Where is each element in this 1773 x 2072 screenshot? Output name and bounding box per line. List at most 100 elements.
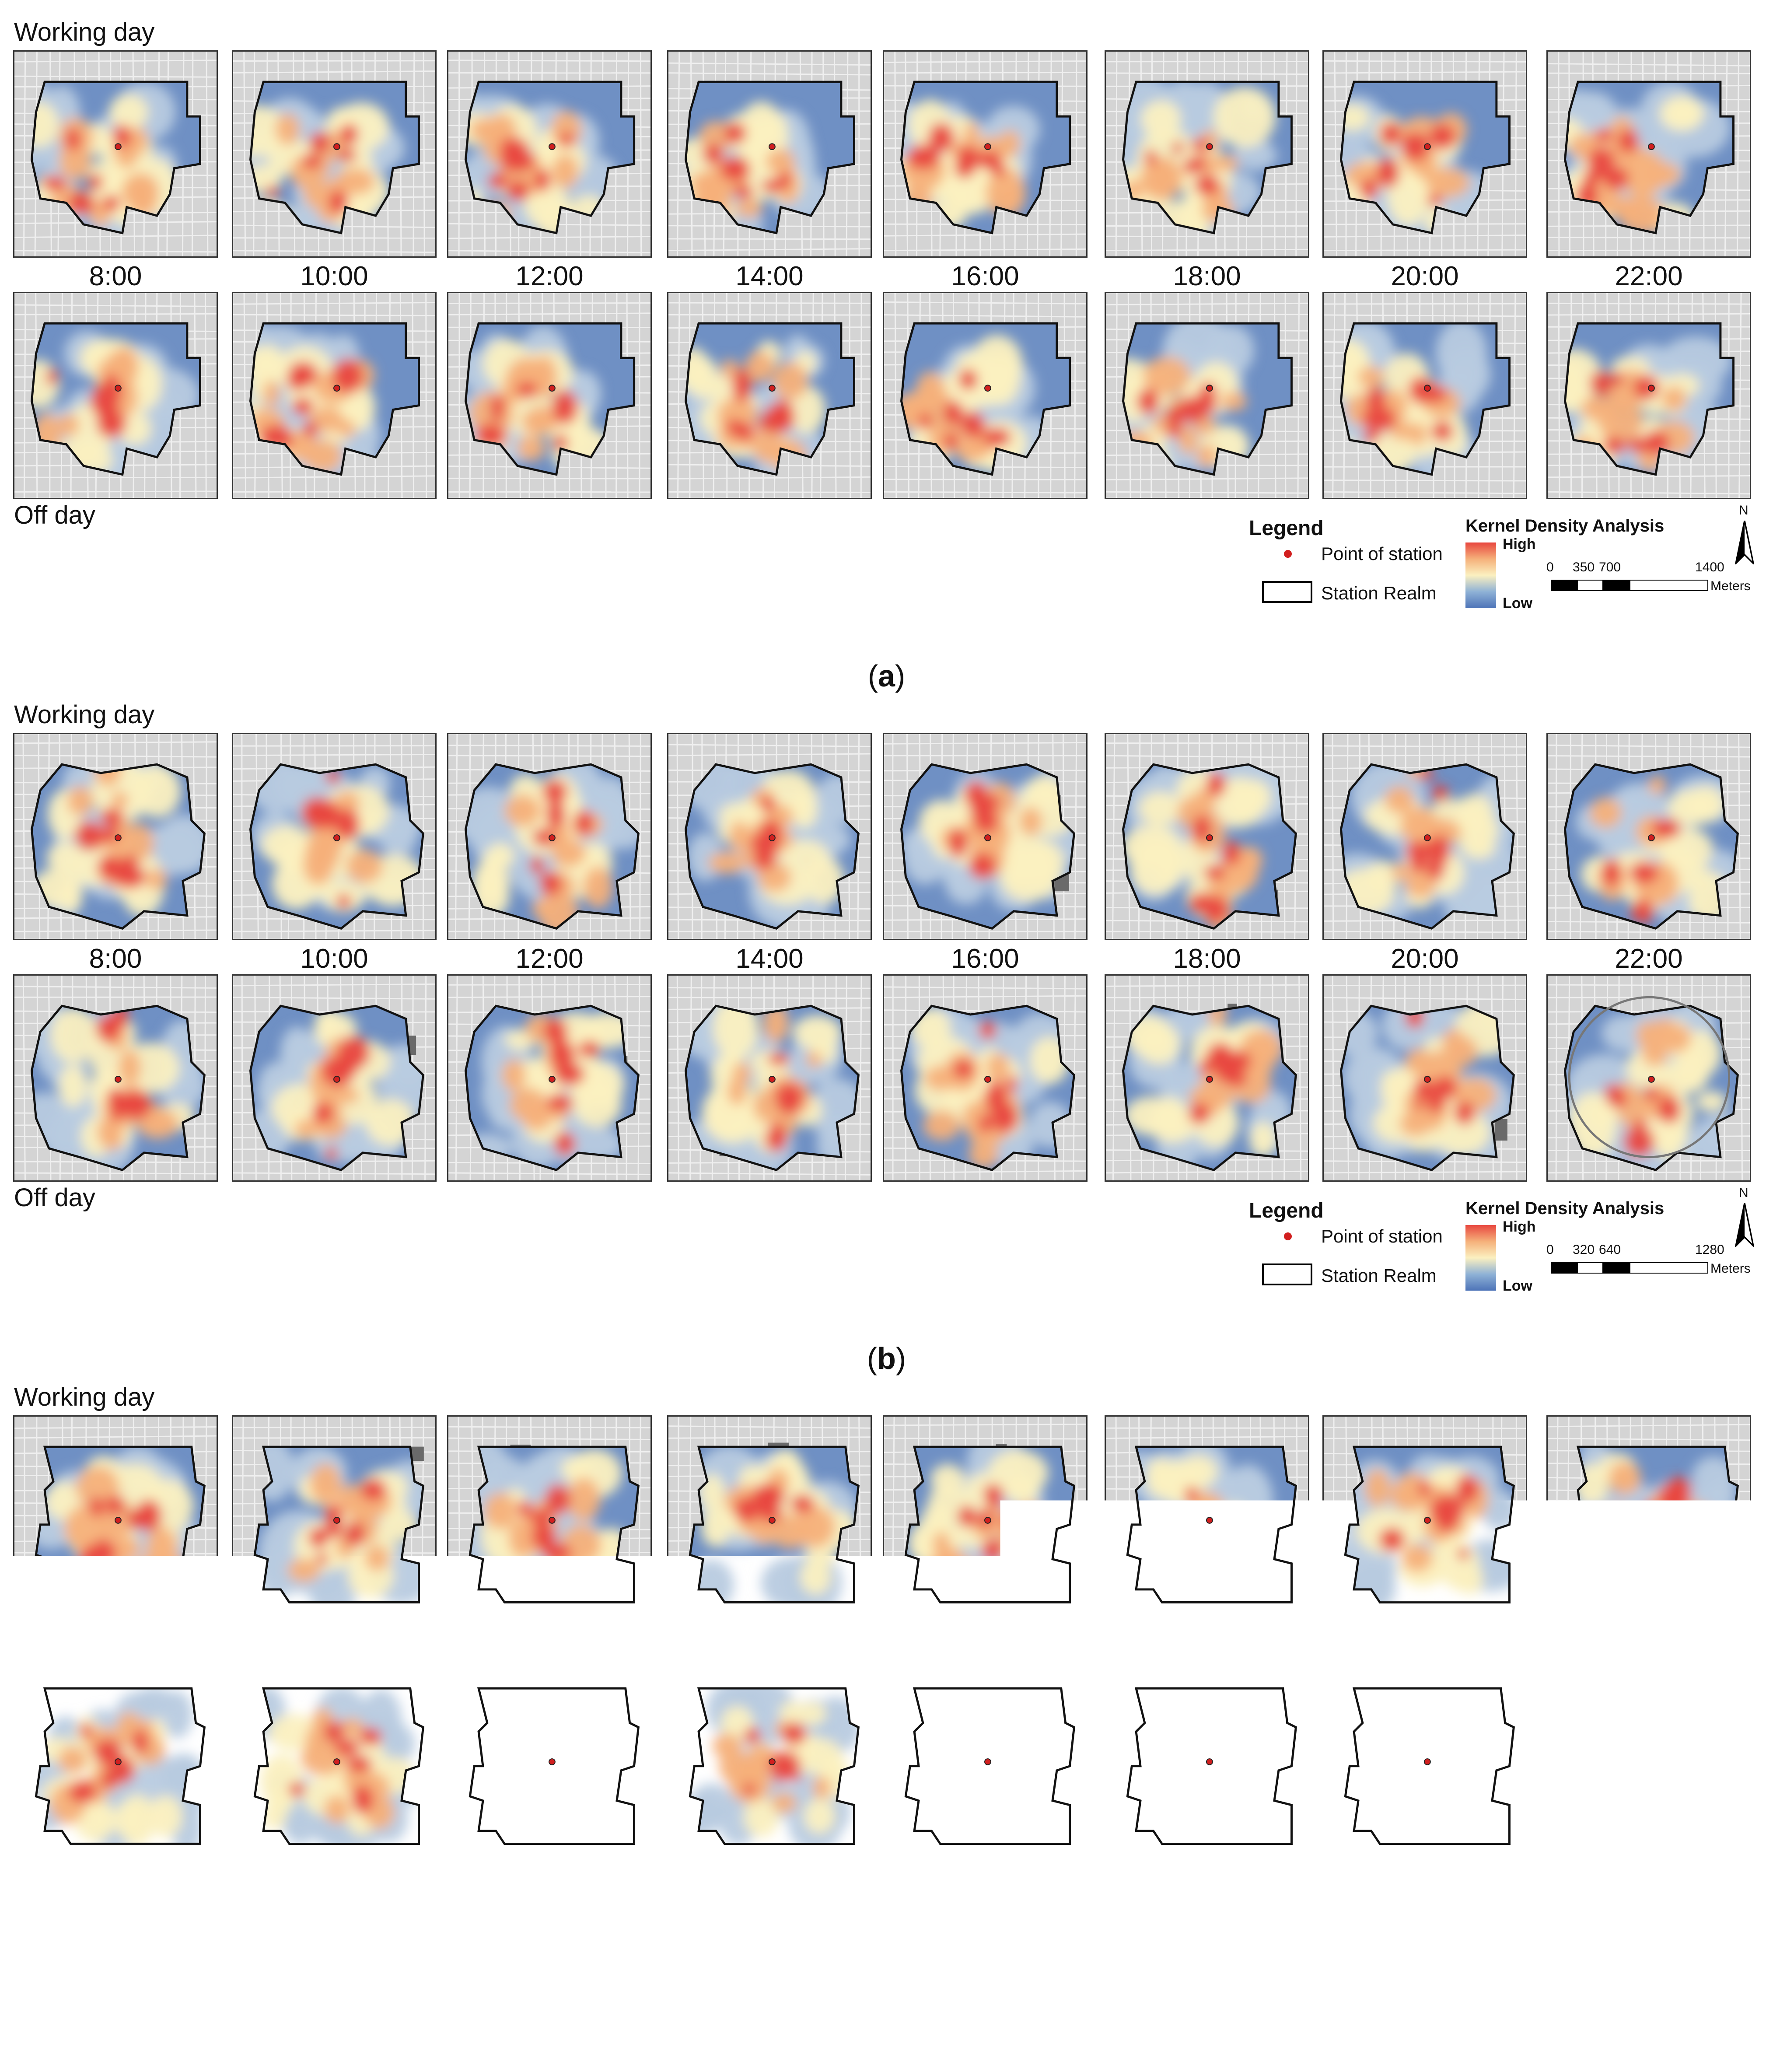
map-panel-working-3 [667, 1415, 872, 1623]
point-of-station-symbol [1284, 550, 1292, 558]
station-point [1424, 1076, 1430, 1082]
density-map-svg [668, 52, 871, 256]
map-panel-offday-3 [667, 1657, 872, 1864]
map-panel-offday-7 [1546, 292, 1751, 499]
time-label: 12:00 [447, 263, 652, 290]
density-map-svg [448, 1417, 650, 1621]
density-map-svg [233, 976, 435, 1180]
scale-tick-label: 320 [1573, 1242, 1595, 1257]
map-panel-working-2 [447, 50, 652, 258]
station-realm-label: Station Realm [1321, 1948, 1437, 1969]
density-map-svg [1106, 1658, 1308, 1863]
kda-title: Kernel Density Analysis [1465, 1881, 1664, 1901]
density-map-svg [448, 976, 650, 1180]
map-panel-offday-4 [883, 292, 1088, 499]
kernel-density-layer [1331, 1001, 1516, 1170]
map-panel-working-2 [447, 1415, 652, 1623]
north-arrow-icon [1734, 1203, 1756, 1247]
map-panel-working-5 [1105, 1415, 1309, 1623]
legend: Legend Point of station Station Realm Kerne… [1249, 1190, 1765, 1317]
scale-tick-label: 1160 [1695, 1925, 1724, 1940]
time-label: 16:00 [883, 263, 1088, 290]
kernel-density-layer [901, 1004, 1074, 1170]
station-point [549, 1517, 555, 1523]
caption-letter: c [878, 2024, 895, 2058]
ramp-high-label: High [1503, 536, 1536, 553]
north-label: N [1739, 1868, 1749, 1883]
density-map-svg [14, 734, 217, 939]
station-point [1424, 835, 1430, 841]
working-day-label: Working day [14, 702, 154, 728]
time-label: 20:00 [1322, 1628, 1527, 1655]
time-label: 14:00 [667, 263, 872, 290]
density-map-svg [1548, 1658, 1750, 1863]
density-map-svg [1548, 1417, 1750, 1621]
scale-segment [1603, 1262, 1630, 1274]
map-panel-offday-1 [232, 292, 437, 499]
scale-bar [1551, 1262, 1708, 1274]
density-color-ramp [1465, 1908, 1496, 1973]
density-map-svg [1548, 976, 1750, 1180]
station-point [1424, 1759, 1430, 1765]
station-point [769, 1759, 775, 1765]
scale-segment [1630, 1945, 1708, 1956]
station-point [334, 1517, 340, 1523]
map-panel-working-6 [1322, 1415, 1527, 1623]
kernel-density-layer [1332, 1677, 1514, 1844]
station-point [115, 385, 121, 391]
time-label: 16:00 [883, 945, 1088, 973]
off-day-label: Off day [14, 1868, 95, 1893]
map-panel-offday-3 [667, 292, 872, 499]
station-point [1206, 835, 1213, 841]
scale-segment [1577, 1262, 1603, 1274]
map-panel-offday-2 [447, 292, 652, 499]
scale-segment [1577, 580, 1603, 591]
map-panel-offday-2 [447, 974, 652, 1182]
density-map-svg [233, 293, 435, 498]
kernel-density-layer [24, 1687, 207, 1854]
station-realm-symbol [1262, 1264, 1312, 1285]
kernel-density-layer [1565, 764, 1742, 928]
map-panel-working-5 [1105, 50, 1309, 258]
kernel-density-layer [906, 1429, 1084, 1603]
station-point [985, 1759, 991, 1765]
map-panel-offday-4 [883, 974, 1088, 1182]
scale-unit-label: Meters [1710, 1261, 1751, 1276]
density-map-svg [233, 734, 435, 939]
kernel-density-layer [27, 1446, 205, 1610]
density-map-svg [1106, 734, 1308, 939]
map-panel-offday-7 [1546, 1657, 1751, 1864]
station-point [1206, 1517, 1213, 1523]
station-point [1648, 144, 1654, 150]
density-color-ramp [1465, 1225, 1496, 1291]
time-label: 12:00 [447, 1628, 652, 1655]
station-point [985, 1076, 991, 1082]
scale-bar [1551, 1945, 1708, 1956]
density-map-svg [1324, 1417, 1526, 1621]
station-point [769, 144, 775, 150]
station-realm-label: Station Realm [1321, 1265, 1437, 1286]
map-panel-offday-4 [883, 1657, 1088, 1864]
scale-tick-label: 580 [1599, 1925, 1621, 1940]
scale-tick-label: 640 [1599, 1242, 1621, 1257]
time-label: 10:00 [232, 1628, 437, 1655]
scale-tick-label: 1280 [1695, 1242, 1724, 1257]
station-point [334, 1076, 340, 1082]
scale-segment [1551, 580, 1577, 591]
density-map-svg [233, 52, 435, 256]
density-color-ramp [1465, 542, 1496, 608]
ramp-high-label: High [1503, 1901, 1536, 1918]
station-point [1424, 385, 1430, 391]
station-point [769, 385, 775, 391]
kernel-density-layer [248, 1686, 428, 1852]
station-point [985, 1517, 991, 1523]
density-map-svg [1106, 976, 1308, 1180]
density-map-svg [233, 1417, 435, 1621]
station-point [1206, 385, 1213, 391]
density-map-svg [1324, 293, 1526, 498]
station-point [1424, 1517, 1430, 1523]
point-of-station-label: Point of station [1321, 1908, 1443, 1929]
map-panel-offday-0 [13, 1657, 218, 1864]
station-point [115, 1076, 121, 1082]
scale-segment [1603, 1945, 1630, 1956]
